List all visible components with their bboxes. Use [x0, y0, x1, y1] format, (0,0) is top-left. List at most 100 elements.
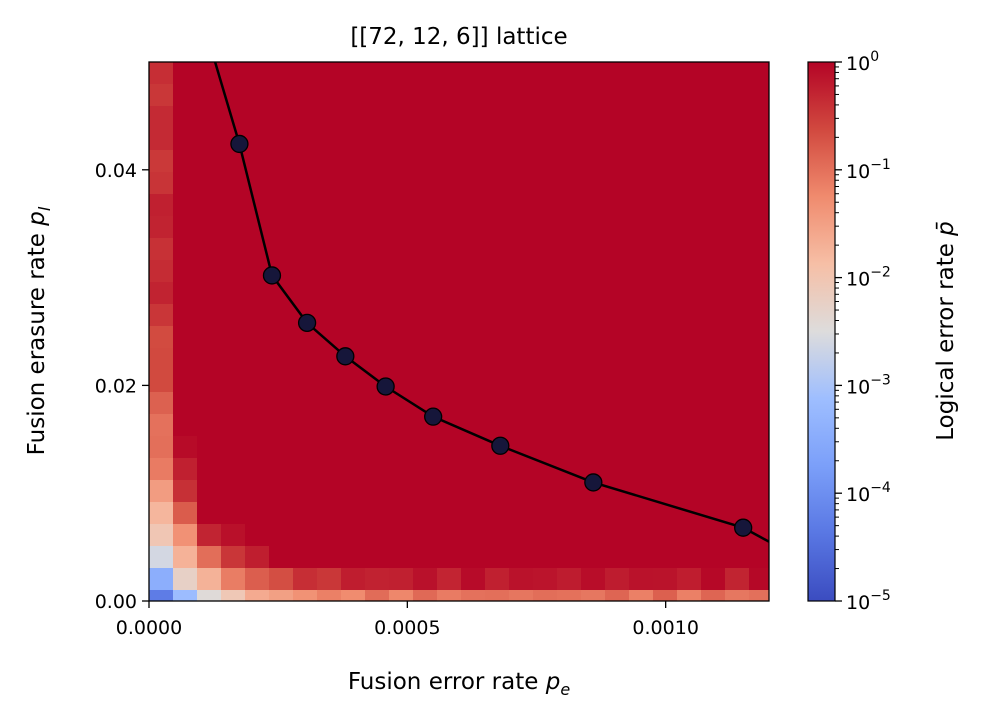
heatmap-cell-246	[437, 260, 462, 283]
heatmap-cell-286	[149, 304, 174, 327]
heatmap-cell-495	[173, 480, 198, 503]
heatmap-cell-550	[245, 524, 270, 547]
heatmap-cell-299	[461, 304, 486, 327]
heatmap-cell-224	[533, 238, 558, 261]
heatmap-cell-400	[389, 392, 414, 415]
heatmap-cell-174	[581, 194, 606, 217]
heatmap-cell-294	[341, 304, 366, 327]
heatmap-cell-178	[677, 194, 702, 217]
heatmap-cell-368	[245, 370, 270, 393]
heatmap-cell-471	[221, 458, 246, 481]
heatmap-cell-7	[317, 62, 342, 85]
heatmap-cell-79	[173, 128, 198, 151]
heatmap-cell-182	[149, 216, 174, 239]
heatmap-cell-602	[245, 568, 270, 591]
heatmap-cell-449	[317, 436, 342, 459]
heatmap-cell-269	[365, 282, 390, 305]
heatmap-cell-430	[485, 414, 510, 437]
heatmap-cell-590	[581, 546, 606, 569]
heatmap-cell-192	[389, 216, 414, 239]
heatmap-cell-320	[341, 326, 366, 349]
threshold-point-6	[491, 436, 510, 455]
heatmap-cell-41	[509, 84, 534, 107]
heatmap-cell-300	[485, 304, 510, 327]
heatmap-cell-581	[365, 546, 390, 569]
heatmap-cell-115	[413, 150, 438, 173]
heatmap-cell-310	[725, 304, 750, 327]
heatmap-cell-185	[221, 216, 246, 239]
threshold-point-7	[584, 473, 603, 492]
heatmap-cell-232	[725, 238, 750, 261]
heatmap-cell-186	[245, 216, 270, 239]
heatmap-cell-138	[341, 172, 366, 195]
colorbar-tick-label-3: 10−2	[846, 265, 891, 291]
heatmap-cell-454	[437, 436, 462, 459]
heatmap-cell-461	[605, 436, 630, 459]
heatmap-cell-507	[461, 480, 486, 503]
heatmap-cell-486	[581, 458, 606, 481]
heatmap-cell-213	[269, 238, 294, 261]
heatmap-cell-367	[221, 370, 246, 393]
heatmap-cell-636	[437, 590, 462, 601]
heatmap-cell-551	[269, 524, 294, 547]
heatmap-cell-432	[533, 414, 558, 437]
heatmap-cell-114	[389, 150, 414, 173]
heatmap-cell-546	[149, 524, 174, 547]
heatmap-cell-108	[245, 150, 270, 173]
heatmap-cell-528	[341, 502, 366, 525]
heatmap-cell-500	[293, 480, 318, 503]
heatmap-cell-513	[605, 480, 630, 503]
heatmap-cell-116	[437, 150, 462, 173]
heatmap-cell-199	[557, 216, 582, 239]
heatmap-cell-73	[653, 106, 678, 129]
heatmap-cell-101	[701, 128, 726, 151]
heatmap-cell-235	[173, 260, 198, 283]
heatmap-cell-252	[581, 260, 606, 283]
heatmap-cell-595	[701, 546, 726, 569]
heatmap-cell-281	[653, 282, 678, 305]
heatmap-cell-450	[341, 436, 366, 459]
heatmap-cell-617	[605, 568, 630, 591]
heatmap-cell-437	[653, 414, 678, 437]
heatmap-cell-501	[317, 480, 342, 503]
heatmap-cell-53	[173, 106, 198, 129]
heatmap-cell-466	[725, 436, 750, 459]
heatmap-cell-628	[245, 590, 270, 601]
x-tick-label-2: 0.0010	[632, 617, 698, 639]
heatmap-cell-565	[605, 524, 630, 547]
heatmap-cell-314	[197, 326, 222, 349]
heatmap-cell-96	[581, 128, 606, 151]
threshold-point-4	[376, 377, 395, 396]
heatmap-cell-531	[413, 502, 438, 525]
heatmap-cell-337	[749, 326, 769, 349]
heatmap-cell-273	[461, 282, 486, 305]
heatmap-cell-537	[557, 502, 582, 525]
heatmap-cell-20	[629, 62, 654, 85]
heatmap-cell-187	[269, 216, 294, 239]
heatmap-cell-380	[533, 370, 558, 393]
heatmap-cell-479	[413, 458, 438, 481]
heatmap-cell-222	[485, 238, 510, 261]
heatmap-cell-505	[413, 480, 438, 503]
heatmap-cell-334	[677, 326, 702, 349]
heatmap-cell-295	[365, 304, 390, 327]
heatmap-cell-458	[533, 436, 558, 459]
heatmap-cell-3	[221, 62, 246, 85]
heatmap-cell-460	[581, 436, 606, 459]
heatmap-cell-130	[149, 172, 174, 195]
heatmap-cell-23	[701, 62, 726, 85]
heatmap-cell-511	[557, 480, 582, 503]
heatmap-cell-520	[149, 502, 174, 525]
heatmap-cell-202	[629, 216, 654, 239]
heatmap-cell-392	[197, 392, 222, 415]
heatmap-cell-9	[365, 62, 390, 85]
heatmap-cell-343	[269, 348, 294, 371]
heatmap-cell-647	[701, 590, 726, 601]
heatmap-cell-356	[581, 348, 606, 371]
heatmap-cell-435	[605, 414, 630, 437]
heatmap-cell-420	[245, 414, 270, 437]
heatmap-cell-148	[581, 172, 606, 195]
heatmap-cell-592	[629, 546, 654, 569]
heatmap-cell-589	[557, 546, 582, 569]
heatmap-cell-625	[173, 590, 198, 601]
